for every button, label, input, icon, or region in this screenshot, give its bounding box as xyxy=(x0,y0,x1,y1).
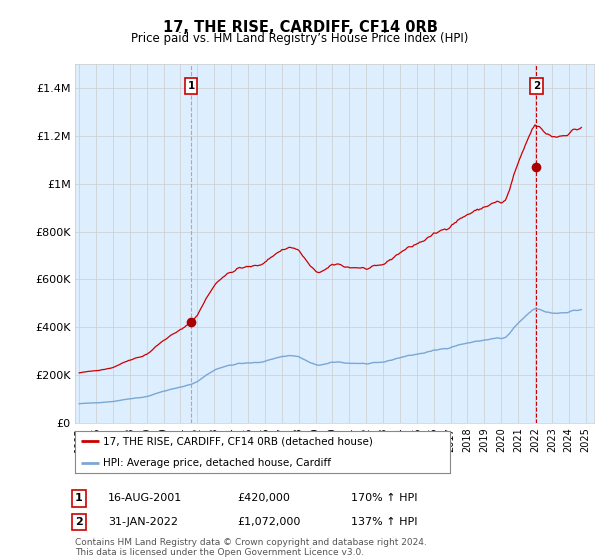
Text: 1: 1 xyxy=(187,81,195,91)
Text: 170% ↑ HPI: 170% ↑ HPI xyxy=(351,493,418,503)
Text: 2: 2 xyxy=(75,517,83,527)
Text: Contains HM Land Registry data © Crown copyright and database right 2024.
This d: Contains HM Land Registry data © Crown c… xyxy=(75,538,427,557)
Text: 17, THE RISE, CARDIFF, CF14 0RB: 17, THE RISE, CARDIFF, CF14 0RB xyxy=(163,20,437,35)
Text: 17, THE RISE, CARDIFF, CF14 0RB (detached house): 17, THE RISE, CARDIFF, CF14 0RB (detache… xyxy=(103,436,373,446)
Text: HPI: Average price, detached house, Cardiff: HPI: Average price, detached house, Card… xyxy=(103,458,331,468)
Text: 31-JAN-2022: 31-JAN-2022 xyxy=(108,517,178,527)
Text: 2: 2 xyxy=(533,81,540,91)
Text: 1: 1 xyxy=(75,493,83,503)
Text: 137% ↑ HPI: 137% ↑ HPI xyxy=(351,517,418,527)
Text: 16-AUG-2001: 16-AUG-2001 xyxy=(108,493,182,503)
Text: £1,072,000: £1,072,000 xyxy=(237,517,301,527)
Text: £420,000: £420,000 xyxy=(237,493,290,503)
Text: Price paid vs. HM Land Registry’s House Price Index (HPI): Price paid vs. HM Land Registry’s House … xyxy=(131,32,469,45)
